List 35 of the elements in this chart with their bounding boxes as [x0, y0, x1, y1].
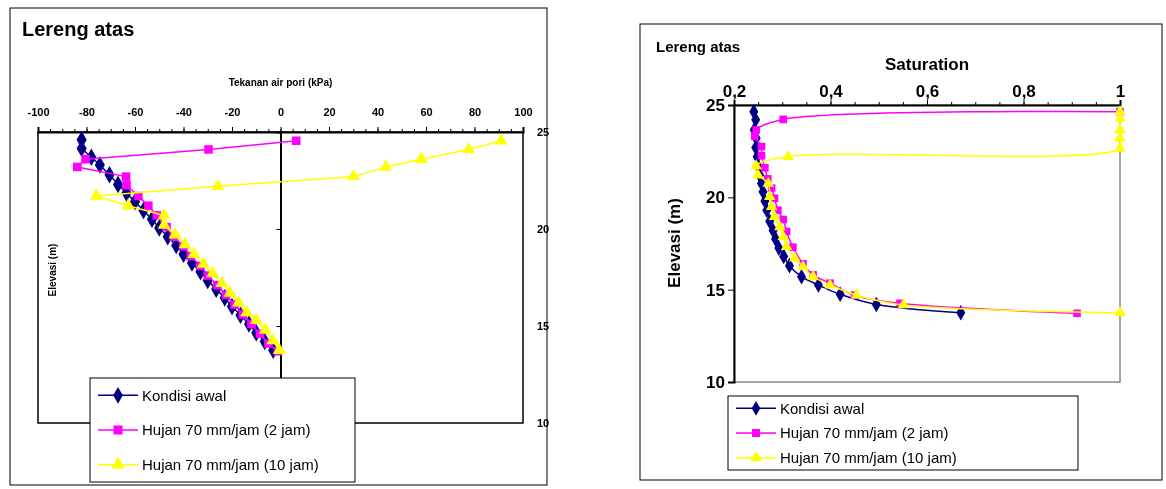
x-tick-label: 0,4 — [819, 82, 844, 101]
x-tick-label: 0,8 — [1012, 82, 1036, 101]
y-axis-title: Elevasi (m) — [665, 198, 684, 288]
legend-label: Hujan 70 mm/jam (10 jam) — [780, 448, 957, 466]
x-tick-label: 0 — [277, 106, 285, 118]
x-tick-label: -20 — [224, 106, 241, 118]
y-tick-label: 25 — [537, 126, 550, 139]
x-tick-label: -40 — [176, 106, 192, 118]
legend-label: Hujan 70 mm/jam (10 jam) — [142, 455, 319, 473]
y-tick-label: 15 — [537, 320, 550, 333]
x-tick-label: -100 — [27, 106, 50, 118]
y-tick-label: 15 — [706, 280, 725, 300]
y-tick-label: 20 — [537, 223, 550, 236]
y-tick-label: 10 — [706, 372, 725, 392]
chart-title: Lereng atas — [656, 38, 741, 55]
x-tick-label: 60 — [420, 106, 433, 118]
x-tick-label: 0,6 — [915, 82, 940, 101]
y-tick-label: 20 — [706, 188, 725, 208]
x-tick-label: 20 — [323, 106, 336, 118]
x-tick-label: -80 — [79, 106, 95, 118]
y-axis-title: Elevasi (m) — [47, 243, 58, 297]
x-tick-label: -60 — [127, 106, 144, 118]
y-tick-label: 10 — [537, 417, 550, 430]
x-tick-label: 40 — [371, 106, 385, 118]
x-axis-title: Saturation — [884, 55, 970, 74]
legend-label: Hujan 70 mm/jam (2 jam) — [780, 424, 949, 442]
y-tick-label: 25 — [706, 95, 725, 115]
x-tick-label: 100 — [514, 106, 533, 118]
legend-label: Kondisi awal — [780, 399, 865, 417]
chart-title: Lereng atas — [22, 18, 135, 40]
legend-label: Hujan 70 mm/jam (2 jam) — [142, 421, 311, 439]
x-tick-label: 80 — [468, 106, 482, 118]
legend-label: Kondisi awal — [142, 386, 227, 404]
x-tick-label: 1 — [1115, 82, 1126, 101]
x-axis-title: Tekanan air pori (kPa) — [228, 77, 333, 88]
